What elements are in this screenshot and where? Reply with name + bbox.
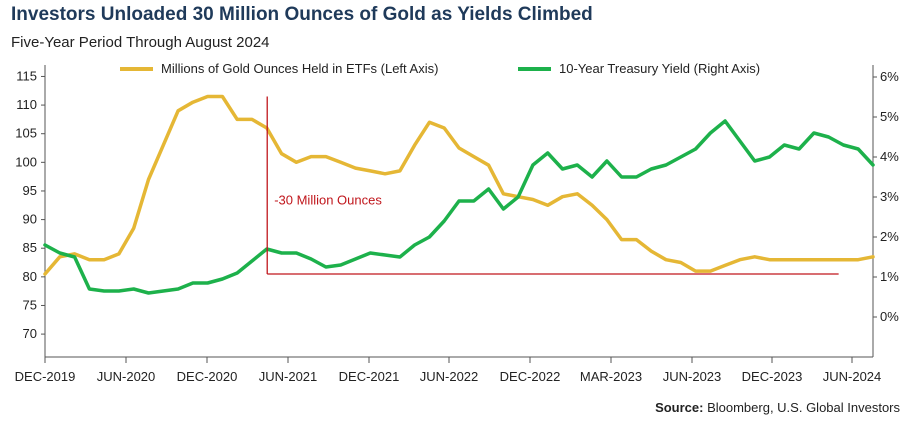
- legend: Millions of Gold Ounces Held in ETFs (Le…: [120, 61, 760, 76]
- axes: 70 75 80 85 90 95 100 105 110 115 0% 1% 2% 3% 4% 5% 6% DE…: [15, 65, 899, 384]
- source-note: Source: Bloomberg, U.S. Global Investors: [655, 400, 900, 415]
- annotation-label: -30 Million Ounces: [274, 192, 382, 207]
- chart-title: Investors Unloaded 30 Million Ounces of …: [11, 4, 593, 25]
- x-tick-label: JUN-2023: [663, 369, 722, 384]
- right-tick-label: 2%: [880, 229, 899, 244]
- right-tick-label: 6%: [880, 69, 899, 84]
- series-layer: [43, 94, 875, 295]
- x-tick-label: JUN-2022: [420, 369, 479, 384]
- right-tick-label: 3%: [880, 189, 899, 204]
- chart-subtitle: Five-Year Period Through August 2024: [11, 34, 270, 51]
- left-tick-label: 110: [16, 97, 37, 112]
- x-tick-label: DEC-2022: [500, 369, 561, 384]
- legend-label-gold: Millions of Gold Ounces Held in ETFs (Le…: [161, 61, 438, 76]
- annotation-layer: -30 Million Ounces: [266, 96, 839, 275]
- source-label: Source:: [655, 400, 704, 415]
- left-tick-label: 115: [16, 68, 37, 83]
- left-tick-label: 80: [23, 269, 37, 284]
- left-tick-label: 95: [23, 183, 37, 198]
- x-tick-label: DEC-2021: [339, 369, 400, 384]
- left-tick-label: 90: [23, 212, 37, 227]
- left-tick-label: 70: [23, 326, 37, 341]
- left-tick-label: 100: [15, 154, 37, 169]
- x-tick-label: MAR-2023: [580, 369, 642, 384]
- gold-etf-holdings-line: [43, 94, 875, 276]
- right-tick-label: 4%: [880, 149, 899, 164]
- right-tick-label: 5%: [880, 109, 899, 124]
- x-tick-label: JUN-2021: [259, 369, 318, 384]
- x-tick-label: JUN-2024: [823, 369, 882, 384]
- x-tick-label: DEC-2020: [177, 369, 238, 384]
- legend-label-yield: 10-Year Treasury Yield (Right Axis): [559, 61, 760, 76]
- source-text: Bloomberg, U.S. Global Investors: [703, 400, 900, 415]
- right-tick-label: 0%: [880, 309, 899, 324]
- x-tick-label: DEC-2019: [15, 369, 76, 384]
- x-tick-label: DEC-2023: [742, 369, 803, 384]
- left-tick-label: 105: [15, 126, 37, 141]
- left-tick-label: 75: [23, 297, 37, 312]
- x-tick-label: JUN-2020: [97, 369, 156, 384]
- treasury-yield-line: [43, 119, 875, 295]
- right-tick-label: 1%: [880, 269, 899, 284]
- left-tick-label: 85: [23, 240, 37, 255]
